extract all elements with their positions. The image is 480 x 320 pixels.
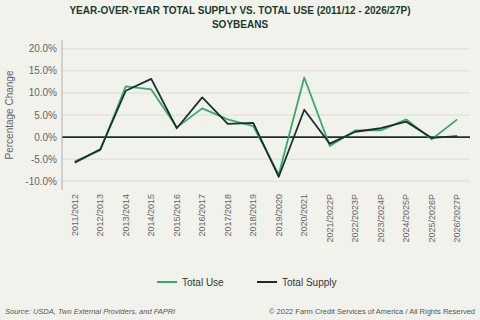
lines xyxy=(75,78,458,177)
background xyxy=(0,0,480,320)
grid-line xyxy=(62,159,470,160)
x-tick-label: 2020/2021 xyxy=(299,194,309,237)
x-tick-label: 2016/2017 xyxy=(197,194,207,237)
y-tick-label: 15.0% xyxy=(29,65,57,76)
grid-line xyxy=(62,48,470,49)
y-tick-label: 0.0% xyxy=(34,132,57,143)
x-tick-label: 2025/2026P xyxy=(427,194,437,243)
x-tick-label: 2012/2013 xyxy=(95,194,105,237)
annotation: Source: USDA, Two External Providers, an… xyxy=(5,307,175,316)
y-tick-label: 5.0% xyxy=(34,110,57,121)
x-tick-label: 2024/2025P xyxy=(401,194,411,243)
legend-swatch xyxy=(257,281,277,283)
x-tick-label: 2018/2019 xyxy=(248,194,258,237)
grid-line xyxy=(62,70,470,71)
legend-swatch xyxy=(157,281,177,283)
y-axis-label: Percentage Change xyxy=(4,70,15,159)
x-tick-label: 2011/2012 xyxy=(70,194,80,236)
x-tick-label: 2017/2018 xyxy=(223,194,233,237)
title: YEAR-OVER-YEAR TOTAL SUPPLY VS. TOTAL US… xyxy=(69,5,410,16)
x-tick-label: 2023/2024P xyxy=(376,194,386,243)
y-tick-label: 20.0% xyxy=(29,43,57,54)
x-tick-label: 2019/2020 xyxy=(274,194,284,237)
series-line xyxy=(75,79,458,177)
y-tick-label: -10.0% xyxy=(25,176,57,187)
y-tick-label: -5.0% xyxy=(31,154,57,165)
x-tick-label: 2021/2022P xyxy=(325,194,335,243)
series-line xyxy=(75,78,458,175)
zero-line xyxy=(62,136,470,138)
legend-label: Total Use xyxy=(182,277,224,288)
y-tick-label: 10.0% xyxy=(29,87,57,98)
legend-label: Total Supply xyxy=(282,277,336,288)
annotation: © 2022 Farm Credit Services of America /… xyxy=(269,307,475,316)
x-tick-label: 2022/2023P xyxy=(350,194,360,243)
grid-line xyxy=(62,181,470,182)
grid-line xyxy=(62,115,470,116)
x-tick-label: 2013/2014 xyxy=(121,194,131,237)
legend: Total Use Total Supply xyxy=(157,277,336,288)
x-tick-label: 2014/2015 xyxy=(146,194,156,237)
x-tick-label: 2015/2016 xyxy=(172,194,182,237)
grid xyxy=(62,49,470,181)
chart: YEAR-OVER-YEAR TOTAL SUPPLY VS. TOTAL US… xyxy=(0,0,480,320)
x-tick-label: 2026/2027P xyxy=(452,194,462,243)
y-axis-line xyxy=(62,40,63,190)
subtitle: SOYBEANS xyxy=(212,19,268,30)
